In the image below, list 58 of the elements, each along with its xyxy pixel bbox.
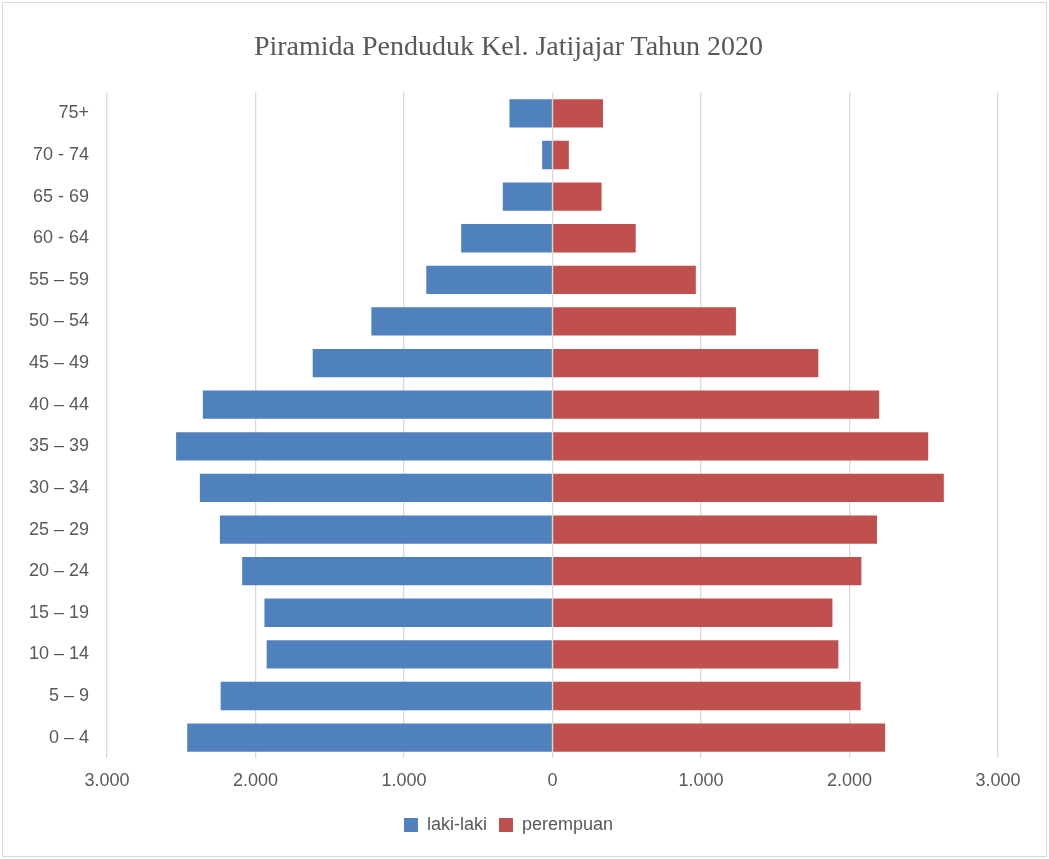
bar xyxy=(553,265,696,294)
y-tick-label: 70 - 74 xyxy=(33,143,90,164)
bar xyxy=(553,348,819,378)
bar xyxy=(553,307,736,336)
bar xyxy=(542,140,552,170)
y-tick-label: 65 - 69 xyxy=(33,185,90,206)
bar xyxy=(242,557,552,586)
y-tick-label: 75+ xyxy=(58,102,90,123)
bar xyxy=(509,99,552,128)
y-tick-label: 0 – 4 xyxy=(49,726,90,747)
bar xyxy=(219,515,552,544)
y-tick-label: 55 – 59 xyxy=(28,268,90,289)
x-tick-label: 3.000 xyxy=(84,770,130,791)
bar xyxy=(553,515,877,544)
y-tick-label: 25 – 29 xyxy=(28,518,90,539)
bar xyxy=(553,723,886,752)
y-tick-label: 45 – 49 xyxy=(28,352,90,373)
bar xyxy=(220,681,552,711)
x-tick-label: 0 xyxy=(547,770,558,791)
x-tick-label: 3.000 xyxy=(975,770,1021,791)
x-tick-label: 1.000 xyxy=(381,770,427,791)
legend-label: laki-laki xyxy=(426,813,487,834)
bar xyxy=(553,140,569,170)
bar xyxy=(553,598,833,627)
y-tick-label: 5 – 9 xyxy=(49,684,90,705)
bar xyxy=(264,598,552,627)
y-tick-label: 40 – 44 xyxy=(28,393,90,414)
bar xyxy=(187,723,552,752)
bar xyxy=(199,473,552,503)
bar xyxy=(312,348,552,378)
y-tick-label: 35 – 39 xyxy=(28,435,90,456)
bar xyxy=(553,390,880,419)
y-tick-label: 20 – 24 xyxy=(28,560,90,581)
bar xyxy=(502,182,552,211)
bar xyxy=(426,265,552,294)
bar xyxy=(202,390,552,419)
x-tick-label: 2.000 xyxy=(826,770,873,791)
chart-title: Piramida Penduduk Kel. Jatijajar Tahun 2020 xyxy=(253,30,764,62)
bar xyxy=(553,557,862,586)
legend-label: perempuan xyxy=(521,813,614,834)
bar xyxy=(553,473,944,503)
y-tick-label: 15 – 19 xyxy=(28,601,90,622)
y-tick-label: 50 – 54 xyxy=(28,310,90,331)
bar xyxy=(553,432,929,461)
bar xyxy=(371,307,552,336)
bar xyxy=(553,99,604,128)
bar xyxy=(553,224,636,253)
x-tick-label: 1.000 xyxy=(678,770,724,791)
x-tick-label: 2.000 xyxy=(233,770,279,791)
bar xyxy=(266,640,552,669)
bar xyxy=(553,640,839,669)
y-tick-label: 10 – 14 xyxy=(28,643,90,664)
y-tick-label: 30 – 34 xyxy=(28,476,90,497)
bar xyxy=(553,182,602,211)
bar xyxy=(553,681,861,711)
bar xyxy=(176,432,552,461)
bar xyxy=(461,224,552,253)
y-tick-label: 60 - 64 xyxy=(33,227,90,248)
